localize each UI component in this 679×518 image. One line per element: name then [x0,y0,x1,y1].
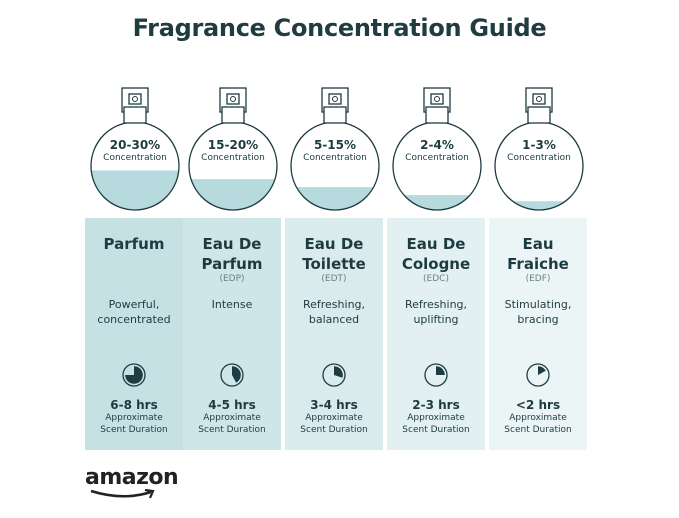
clock-icon [424,363,448,387]
fragrance-description: Refreshing, balanced [302,298,366,326]
fragrance-name: Eau De Toilette [302,235,366,273]
fragrance-column: 20-30% Concentration Parfum Powerful, con… [85,80,185,450]
concentration-percent: 2-4% [420,138,454,152]
fragrance-column: 1-3% Concentration Eau Fraiche (EDF) Stim… [489,80,589,450]
duration-hours: 6-8 hrs [110,398,158,412]
concentration-percent: 20-30% [109,138,161,152]
duration-hours: 2-3 hrs [412,398,460,412]
concentration-label: Concentration [201,153,265,163]
info-panel: Parfum Powerful, concentrated 6-8 hrs App… [85,218,183,450]
clock-icon [526,363,550,387]
liquid-level [91,170,179,210]
concentration-label: Concentration [103,153,167,163]
duration-label: Approximate Scent Duration [100,413,168,435]
bottle-icon [188,87,278,211]
fragrance-column: 15-20% Concentration Eau De Parfum (EDP) … [183,80,283,450]
fragrance-column: 2-4% Concentration Eau De Cologne (EDC) R… [387,80,487,450]
concentration-label: Concentration [507,153,571,163]
concentration-label: Concentration [303,153,367,163]
fragrance-name: Parfum [103,235,165,253]
clock-icon [322,363,346,387]
clock-icon [122,363,146,387]
duration-label: Approximate Scent Duration [300,413,368,435]
fragrance-description: Intense [211,298,253,311]
bottle-icon [494,87,584,211]
bottle-icon [90,87,180,211]
liquid-level [189,179,277,210]
fragrance-abbr: (EDP) [219,274,245,284]
duration-label: Approximate Scent Duration [402,413,470,435]
fragrance-column: 5-15% Concentration Eau De Toilette (EDT)… [285,80,385,450]
logo-text: amazon [85,465,179,490]
info-panel: Eau De Parfum (EDP) Intense 4-5 hrs Appro… [183,218,281,450]
page-title: Fragrance Concentration Guide [132,14,547,42]
concentration-percent: 1-3% [522,138,556,152]
fragrance-description: Refreshing, uplifting [404,298,468,326]
duration-label: Approximate Scent Duration [198,413,266,435]
smile-arrow-icon [90,489,155,499]
fragrance-abbr: (EDC) [423,274,449,284]
fragrance-description: Stimulating, bracing [504,298,572,326]
liquid-level [495,201,583,210]
fragrance-name: Eau Fraiche [507,235,569,273]
fragrance-name: Eau De Parfum [201,235,263,273]
concentration-percent: 5-15% [313,138,357,152]
fragrance-abbr: (EDT) [321,274,347,284]
bottle-icon [392,87,482,211]
liquid-level [291,187,379,210]
concentration-percent: 15-20% [207,138,259,152]
clock-icon [220,363,244,387]
amazon-logo: amazon [85,465,179,499]
info-panel: Eau De Toilette (EDT) Refreshing, balanced… [285,218,383,450]
info-panel: Eau De Cologne (EDC) Refreshing, uplifting… [387,218,485,450]
duration-hours: 3-4 hrs [310,398,358,412]
fragrance-abbr: (EDF) [525,274,551,284]
bottle-icon [290,87,380,211]
duration-label: Approximate Scent Duration [504,413,572,435]
fragrance-name: Eau De Cologne [401,235,471,273]
duration-hours: <2 hrs [515,398,561,412]
fragrance-description: Powerful, concentrated [97,298,171,326]
liquid-level [393,195,481,210]
duration-hours: 4-5 hrs [208,398,256,412]
info-panel: Eau Fraiche (EDF) Stimulating, bracing <2 … [489,218,587,450]
concentration-label: Concentration [405,153,469,163]
